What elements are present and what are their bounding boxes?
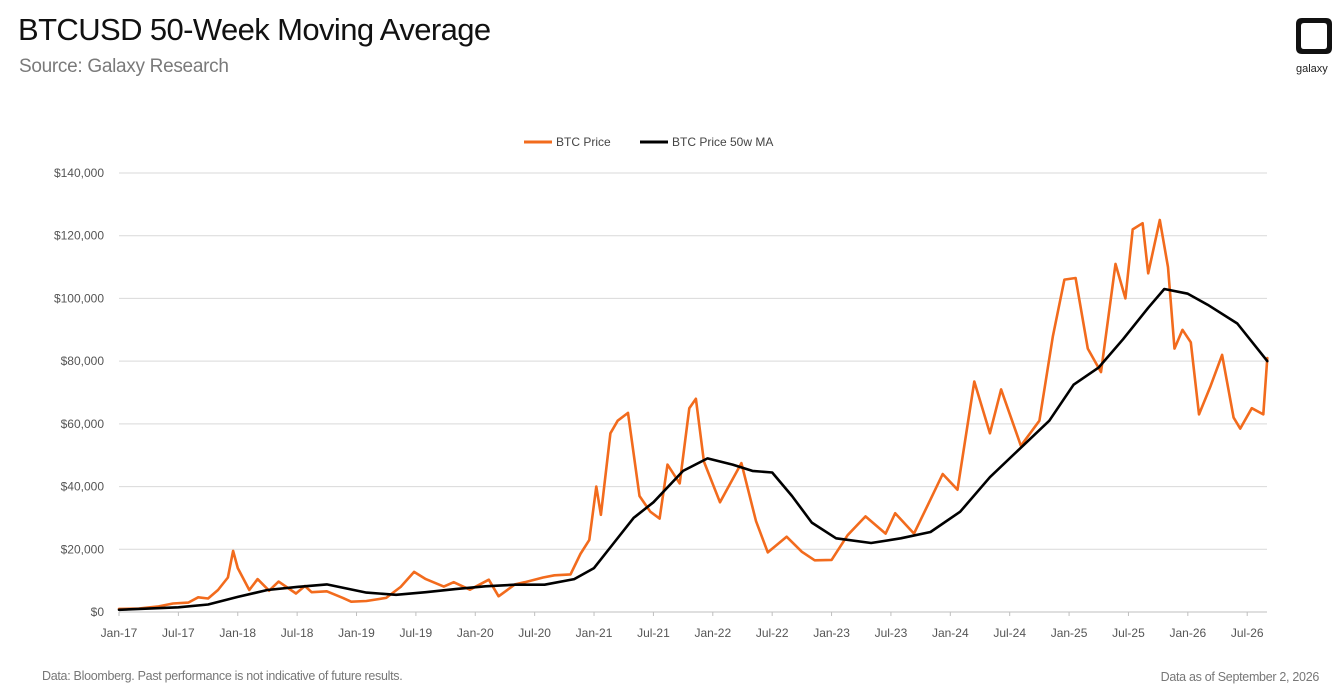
y-tick-label: $80,000: [61, 354, 105, 368]
x-tick-label: Jan-24: [932, 626, 969, 640]
x-tick-label: Jul-25: [1112, 626, 1145, 640]
x-tick-label: Jan-19: [338, 626, 375, 640]
chart-legend: BTC Price BTC Price 50w MA: [524, 135, 773, 149]
x-tick-label: Jul-22: [756, 626, 789, 640]
y-tick-label: $60,000: [61, 417, 105, 431]
x-axis: Jan-17 Jul-17 Jan-18 Jul-18 Jan-19 Jul-19 Jan-…: [101, 612, 1264, 640]
y-tick-label: $120,000: [54, 229, 104, 243]
x-tick-label: Jan-20: [457, 626, 494, 640]
x-tick-label: Jul-20: [518, 626, 551, 640]
x-tick-label: Jan-23: [813, 626, 850, 640]
series-line-btc-price-50w-ma: [117, 287, 1269, 612]
x-tick-label: Jul-19: [400, 626, 433, 640]
x-tick-label: Jul-18: [281, 626, 314, 640]
x-tick-label: Jan-25: [1051, 626, 1088, 640]
y-tick-label: $40,000: [61, 480, 105, 494]
x-tick-label: Jul-24: [993, 626, 1026, 640]
footer-disclaimer: Data: Bloomberg. Past performance is not…: [42, 669, 403, 683]
x-tick-label: Jul-23: [875, 626, 908, 640]
legend-label: BTC Price: [556, 135, 611, 149]
chart-title: BTCUSD 50-Week Moving Average: [18, 12, 491, 47]
y-tick-label: $100,000: [54, 291, 104, 305]
x-tick-label: Jul-17: [162, 626, 195, 640]
galaxy-logo-icon: [1296, 18, 1332, 54]
x-tick-label: Jul-21: [637, 626, 670, 640]
y-tick-label: $140,000: [54, 166, 104, 180]
chart-gridlines: [119, 172, 1267, 613]
logo-text: galaxy: [1296, 63, 1328, 75]
chart-series: [117, 218, 1269, 612]
x-tick-label: Jul-26: [1231, 626, 1264, 640]
y-tick-label: $20,000: [61, 542, 105, 556]
chart-subtitle: Source: Galaxy Research: [19, 56, 229, 77]
series-line-btc-price: [117, 218, 1269, 611]
y-axis: $0 $20,000 $40,000 $60,000 $80,000 $100,000 $1…: [54, 166, 104, 619]
legend-label: BTC Price 50w MA: [672, 135, 773, 149]
x-tick-label: Jan-22: [694, 626, 731, 640]
footer-as-of: Data as of September 2, 2026: [1160, 670, 1320, 684]
x-tick-label: Jan-26: [1169, 626, 1206, 640]
x-tick-label: Jan-21: [576, 626, 613, 640]
x-tick-label: Jan-18: [219, 626, 256, 640]
y-tick-label: $0: [91, 605, 105, 619]
x-tick-label: Jan-17: [101, 626, 138, 640]
